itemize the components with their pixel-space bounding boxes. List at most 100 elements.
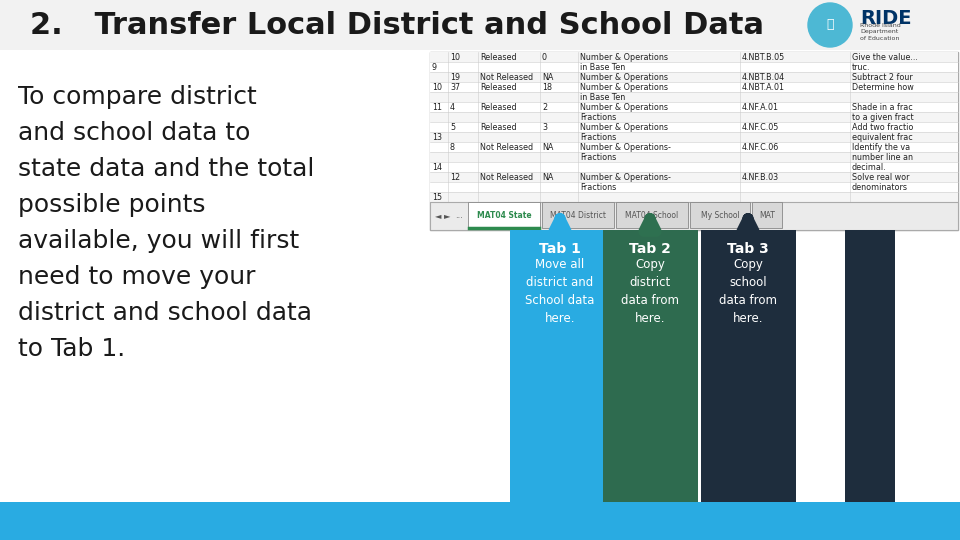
Bar — [430, 182, 958, 192]
Bar — [616, 202, 688, 228]
Bar — [430, 132, 958, 142]
Text: 4.NBT.B.04: 4.NBT.B.04 — [742, 72, 785, 82]
Text: district and school data: district and school data — [18, 301, 312, 325]
Text: Tab 3: Tab 3 — [727, 242, 769, 256]
Text: Fractions: Fractions — [580, 183, 616, 192]
Text: Fractions: Fractions — [580, 152, 616, 161]
Text: Tab 2: Tab 2 — [629, 242, 671, 256]
Text: 13: 13 — [432, 132, 442, 141]
Bar — [430, 172, 958, 182]
Text: To compare district: To compare district — [18, 85, 256, 109]
Text: to Tab 1.: to Tab 1. — [18, 337, 125, 361]
Text: truc.: truc. — [852, 63, 871, 71]
Text: Number & Operations: Number & Operations — [580, 52, 668, 62]
Text: Subtract 2 four: Subtract 2 four — [852, 72, 913, 82]
Text: possible points: possible points — [18, 193, 205, 217]
Text: Number & Operations: Number & Operations — [580, 83, 668, 91]
Bar — [0, 0, 960, 50]
Text: NA: NA — [542, 172, 553, 181]
Text: decimal.: decimal. — [852, 163, 887, 172]
Text: NA: NA — [542, 72, 553, 82]
Text: 🏔: 🏔 — [827, 18, 833, 31]
Text: Tab 1: Tab 1 — [540, 242, 581, 256]
Text: Number & Operations: Number & Operations — [580, 72, 668, 82]
Text: 18: 18 — [542, 83, 552, 91]
Text: in Base Ten: in Base Ten — [580, 63, 625, 71]
Bar — [701, 230, 796, 502]
Bar — [430, 162, 958, 172]
Bar — [542, 202, 614, 228]
Text: 4: 4 — [450, 103, 455, 111]
Text: Number & Operations-: Number & Operations- — [580, 172, 671, 181]
Text: 12: 12 — [450, 172, 460, 181]
Text: Number & Operations: Number & Operations — [580, 103, 668, 111]
Text: 4.NF.C.06: 4.NF.C.06 — [742, 143, 780, 152]
Text: ◄: ◄ — [435, 212, 442, 220]
Text: and school data to: and school data to — [18, 121, 251, 145]
Text: MAT04 State: MAT04 State — [477, 212, 531, 220]
Text: RIDE: RIDE — [860, 10, 911, 29]
Text: number line an: number line an — [852, 152, 913, 161]
Text: Fractions: Fractions — [580, 132, 616, 141]
Bar — [430, 112, 958, 122]
Text: 4.NBT.A.01: 4.NBT.A.01 — [742, 83, 785, 91]
Bar — [0, 502, 960, 540]
Text: Not Released: Not Released — [480, 143, 533, 152]
Text: Fractions: Fractions — [580, 112, 616, 122]
Text: 5: 5 — [450, 123, 455, 132]
Text: state data and the total: state data and the total — [18, 157, 314, 181]
Text: to a given fract: to a given fract — [852, 112, 914, 122]
Text: Move all
district and
School data
here.: Move all district and School data here. — [525, 258, 594, 325]
Text: 14: 14 — [432, 163, 442, 172]
Bar — [468, 202, 540, 228]
Bar — [430, 102, 958, 112]
Text: 4.NBT.B.05: 4.NBT.B.05 — [742, 52, 785, 62]
Text: Number & Operations-: Number & Operations- — [580, 143, 671, 152]
Bar — [430, 122, 958, 132]
Bar — [752, 202, 782, 228]
Text: in Base Ten: in Base Ten — [580, 92, 625, 102]
Text: Shade in a frac: Shade in a frac — [852, 103, 913, 111]
Text: ...: ... — [455, 212, 463, 220]
Text: Not Released: Not Released — [480, 172, 533, 181]
Text: MAT: MAT — [759, 212, 775, 220]
Text: ►: ► — [444, 212, 450, 220]
Text: Not Released: Not Released — [480, 72, 533, 82]
Bar — [690, 202, 750, 228]
Text: Solve real wor: Solve real wor — [852, 172, 909, 181]
Text: 2: 2 — [542, 103, 547, 111]
Text: Add two fractio: Add two fractio — [852, 123, 913, 132]
Bar — [430, 52, 958, 62]
Circle shape — [808, 3, 852, 47]
Text: equivalent frac: equivalent frac — [852, 132, 913, 141]
Text: MAT04 District: MAT04 District — [550, 212, 606, 220]
Text: Copy
school
data from
here.: Copy school data from here. — [719, 258, 777, 325]
Text: 11: 11 — [432, 103, 442, 111]
Text: NA: NA — [542, 143, 553, 152]
Text: 19: 19 — [450, 72, 460, 82]
Text: 3: 3 — [542, 123, 547, 132]
Bar — [430, 92, 958, 102]
Bar — [430, 152, 958, 162]
Text: MAT04 School: MAT04 School — [625, 212, 679, 220]
Text: 37: 37 — [450, 83, 460, 91]
Bar — [430, 192, 958, 202]
Text: 9: 9 — [432, 63, 437, 71]
Text: 4.NF.B.03: 4.NF.B.03 — [742, 172, 780, 181]
Text: 4.NF.A.01: 4.NF.A.01 — [742, 103, 779, 111]
Bar — [430, 202, 958, 230]
Text: 0: 0 — [542, 52, 547, 62]
Text: Give the value...: Give the value... — [852, 52, 918, 62]
Bar — [603, 230, 698, 502]
Bar — [430, 72, 958, 82]
Text: 10: 10 — [450, 52, 460, 62]
Bar — [0, 502, 960, 540]
Bar — [430, 52, 958, 230]
Text: 2.   Transfer Local District and School Data: 2. Transfer Local District and School Da… — [30, 10, 764, 39]
Bar — [430, 82, 958, 92]
Text: Released: Released — [480, 83, 516, 91]
Text: Determine how: Determine how — [852, 83, 914, 91]
Bar — [510, 230, 610, 502]
Text: 15: 15 — [432, 192, 443, 201]
Bar — [430, 142, 958, 152]
